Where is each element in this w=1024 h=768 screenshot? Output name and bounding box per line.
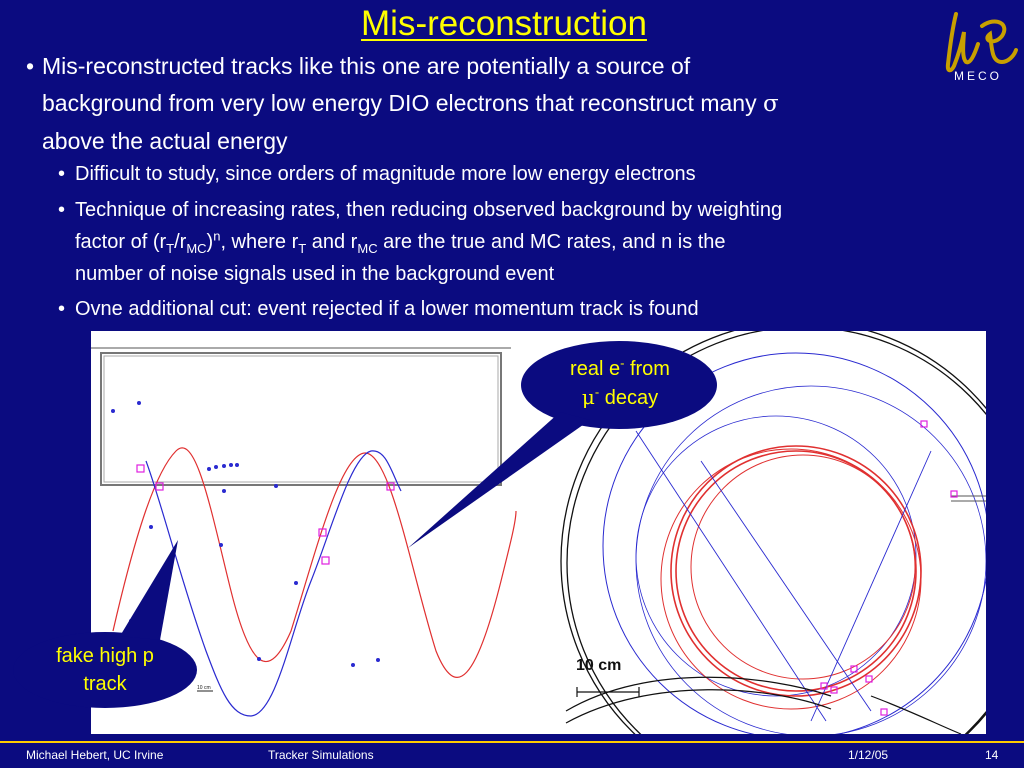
- event-display-svg: 10 cm: [91, 331, 986, 734]
- fake-track-blue: [145, 450, 402, 717]
- small-scale-label: 10 cm: [197, 685, 211, 691]
- real-track-red: [112, 447, 517, 678]
- sigma-symbol: σ: [762, 91, 779, 117]
- sub-bullet-difficult: • Difficult to study, since orders of ma…: [58, 158, 998, 190]
- footer-page-number: 14: [985, 748, 999, 762]
- scale-bar-label: 10 cm: [576, 657, 621, 674]
- bullet-dot-icon: •: [58, 163, 66, 185]
- bullet-dot-icon: •: [58, 298, 66, 320]
- end-view-panel: 10 cm: [560, 331, 986, 734]
- main-bullet: • Mis-reconstructed tracks like this one…: [26, 48, 986, 160]
- hit-markers-magenta: [136, 464, 395, 565]
- logo-text: MECO: [954, 69, 1002, 83]
- bullet-dot-icon: •: [58, 199, 66, 221]
- footer-date: 1/12/05: [848, 748, 889, 762]
- bullet-dot-icon: •: [26, 53, 35, 79]
- callout-fake-bubble: [13, 540, 197, 708]
- mu-symbol: μ: [581, 385, 595, 409]
- footer-divider: [0, 741, 1024, 743]
- meco-logo: MECO: [945, 12, 1018, 83]
- callout-real-electron: real e- from μ- decay: [570, 355, 670, 409]
- footer-topic: Tracker Simulations: [268, 748, 374, 762]
- sub-bullet-cut: • Ovne additional cut: event rejected if…: [58, 293, 998, 325]
- sub-bullet-technique: • Technique of increasing rates, then re…: [58, 194, 998, 290]
- callout-real-bubble: [408, 341, 717, 548]
- end-view-hits: [820, 420, 958, 716]
- callout-fake-track: fake high p track: [56, 645, 154, 695]
- slide-title: Mis-reconstruction: [361, 4, 647, 43]
- footer-author: Michael Hebert, UC Irvine: [26, 748, 164, 762]
- side-view-panel: 10 cm: [91, 347, 517, 717]
